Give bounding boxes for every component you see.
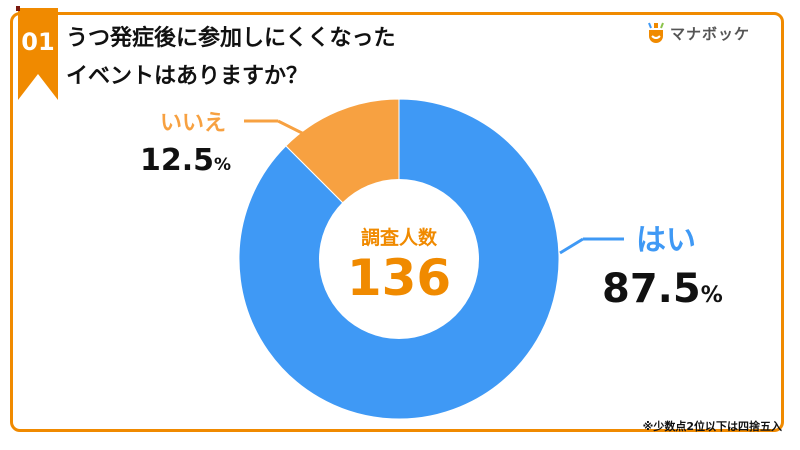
rounding-note: ※少数点2位以下は四捨五入 bbox=[642, 420, 782, 433]
question-title: うつ発症後に参加しにくくなった イベントはありますか？ bbox=[66, 20, 396, 96]
logo-text: マナボッケ bbox=[670, 24, 751, 43]
no-leader-line bbox=[277, 119, 305, 136]
center-label: 調査人数 bbox=[361, 226, 438, 249]
center-value: 136 bbox=[347, 249, 451, 307]
title-line-2: イベントはありますか？ bbox=[66, 64, 309, 89]
title-line-1: うつ発症後に参加しにくくなった bbox=[66, 26, 396, 51]
card-frame bbox=[10, 12, 784, 432]
yes-value: 87.5% bbox=[602, 266, 723, 312]
no-value: 12.5% bbox=[140, 143, 231, 178]
logo-mascot-icon bbox=[648, 22, 664, 43]
question-number: 01 bbox=[21, 28, 55, 56]
ribbon-notch bbox=[18, 74, 58, 100]
no-label: いいえ bbox=[160, 111, 226, 136]
yes-leader-line bbox=[559, 237, 584, 255]
brand-logo: マナボッケ bbox=[646, 22, 750, 44]
ribbon-pin bbox=[16, 6, 20, 11]
donut-hole bbox=[319, 179, 479, 339]
yes-label: はい bbox=[636, 223, 696, 258]
